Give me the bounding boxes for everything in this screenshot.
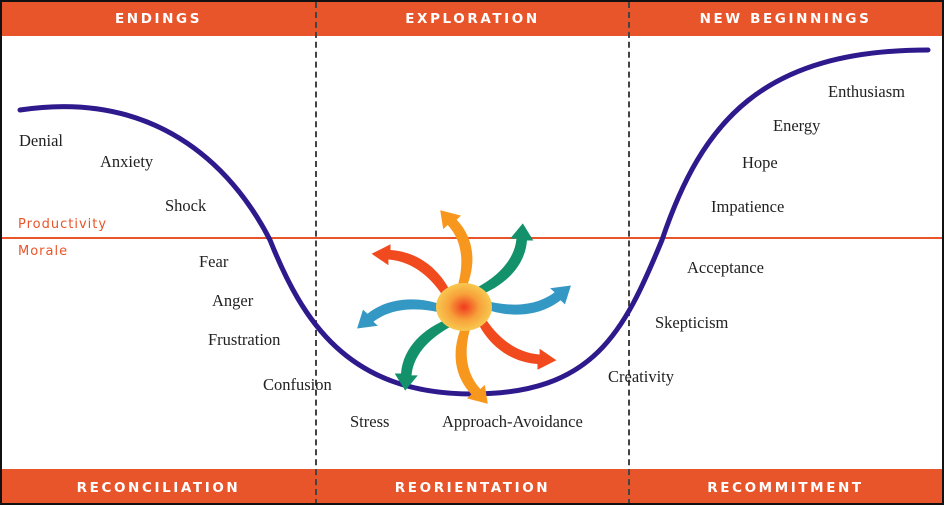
stage-label: Energy <box>773 116 821 135</box>
phase-endings: ENDINGS <box>114 11 203 27</box>
stage-label: Skepticism <box>655 313 729 332</box>
bottom-phase-band: RECONCILIATION REORIENTATION RECOMMITMEN… <box>2 469 942 503</box>
phase-reorientation: REORIENTATION <box>394 480 551 496</box>
swirl-arrow <box>472 223 534 296</box>
baseline-divider <box>2 237 942 239</box>
stage-label: Approach-Avoidance <box>442 412 583 431</box>
phase-new-beginnings: NEW BEGINNINGS <box>699 11 872 27</box>
swirl-arrow <box>357 299 445 329</box>
productivity-label: Productivity <box>18 217 108 232</box>
swirl-arrow <box>394 318 456 391</box>
swirl-arrows-icon <box>357 210 571 404</box>
stage-label: Creativity <box>608 367 674 386</box>
stage-label: Frustration <box>208 330 281 349</box>
swirl-core <box>436 283 492 331</box>
phase-divider <box>628 2 630 503</box>
stage-label: Denial <box>19 131 63 150</box>
stage-label: Stress <box>350 412 390 431</box>
stage-label: Enthusiasm <box>828 82 905 101</box>
stage-label: Acceptance <box>687 258 764 277</box>
stage-label: Anger <box>212 291 254 310</box>
phase-exploration: EXPLORATION <box>405 11 540 27</box>
stage-label: Shock <box>165 196 207 215</box>
phase-divider <box>315 2 317 503</box>
stage-label: Hope <box>742 153 778 172</box>
morale-label: Morale <box>18 244 69 259</box>
stage-label: Fear <box>199 252 229 271</box>
stage-label: Impatience <box>711 197 785 216</box>
swirl-arrow <box>483 285 571 315</box>
swirl-arrow <box>371 244 452 300</box>
swirl-arrow <box>440 210 473 290</box>
phase-reconciliation: RECONCILIATION <box>76 480 241 496</box>
swirl-arrow <box>476 314 557 370</box>
stage-label: Anxiety <box>100 152 154 171</box>
stage-label: Confusion <box>263 375 332 394</box>
phase-recommitment: RECOMMITMENT <box>707 480 864 496</box>
change-curve <box>17 47 931 397</box>
swirl-arrow <box>455 324 488 404</box>
top-phase-band: ENDINGS EXPLORATION NEW BEGINNINGS <box>2 2 942 36</box>
